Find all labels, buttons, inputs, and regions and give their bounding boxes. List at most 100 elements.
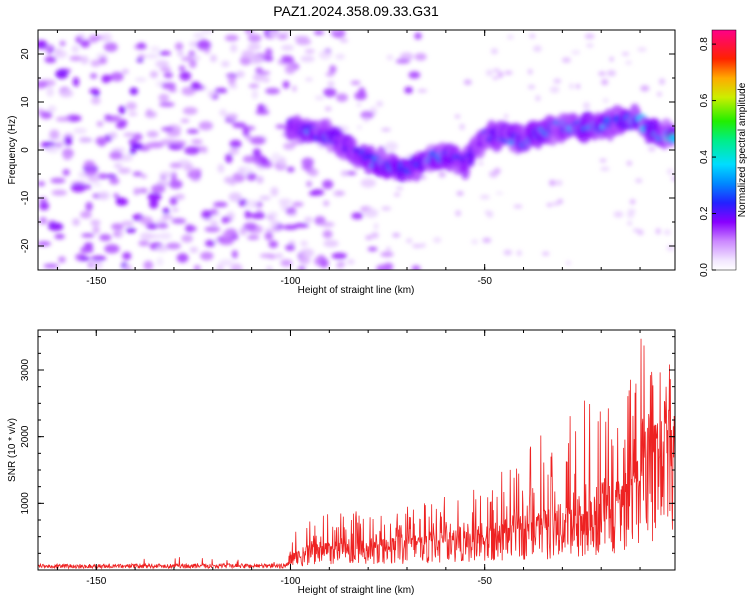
heatmap-cell <box>360 178 377 188</box>
heatmap-cell <box>264 48 273 58</box>
heatmap-cell <box>169 179 183 189</box>
heatmap-cell <box>259 157 270 164</box>
heatmap-cell <box>123 264 133 270</box>
heatmap-cell <box>109 150 123 160</box>
heatmap-cell <box>162 207 170 215</box>
heatmap-cell <box>236 70 245 78</box>
heatmap-cell <box>133 187 140 196</box>
heatmap-cell <box>88 34 99 44</box>
heatmap-cell <box>478 161 484 166</box>
heatmap-cell <box>219 259 234 267</box>
heatmap-cell <box>47 105 57 113</box>
heatmap-cell <box>224 34 239 42</box>
heatmap-cell <box>139 232 154 240</box>
heatmap-cell <box>288 240 296 246</box>
heatmap-cell <box>356 103 361 107</box>
heatmap-cell <box>71 45 80 54</box>
heatmap-cell <box>259 195 271 201</box>
heatmap-cell <box>128 112 138 116</box>
colorbar-gradient <box>711 29 737 271</box>
heatmap-cell <box>271 152 281 163</box>
heatmap-cell <box>171 207 179 212</box>
heatmap-cell <box>146 223 158 230</box>
heatmap-cell <box>159 171 173 178</box>
heatmap-cell <box>242 127 250 137</box>
heatmap-cell <box>232 172 246 183</box>
colorbar-tick-label: 0.0 <box>699 263 710 277</box>
heatmap-cell <box>179 71 192 81</box>
heatmap-cell <box>264 231 273 241</box>
heatmap-cell <box>221 60 230 68</box>
heatmap-cell <box>43 263 59 269</box>
heatmap-cell <box>308 168 319 177</box>
heatmap-cell <box>571 50 581 55</box>
y-tick-label: 3000 <box>20 358 31 381</box>
heatmap-cell <box>132 171 143 177</box>
heatmap-cell <box>223 176 236 184</box>
heatmap-cell <box>157 222 169 229</box>
heatmap-cell <box>237 166 253 176</box>
heatmap-cell <box>176 253 189 263</box>
heatmap-cell <box>229 83 238 89</box>
heatmap-cell <box>621 52 630 56</box>
heatmap-cell <box>239 227 246 235</box>
x-tick-label: -150 <box>86 276 106 287</box>
heatmap-cell <box>158 50 172 56</box>
heatmap-cell <box>533 45 542 52</box>
heatmap-cell <box>229 147 240 155</box>
heatmap-cell <box>308 191 319 196</box>
spectrogram-heatmap <box>38 30 675 270</box>
heatmap-cell <box>169 196 178 206</box>
heatmap-cell <box>84 168 98 177</box>
heatmap-cell <box>190 81 201 90</box>
heatmap-cell <box>671 176 675 181</box>
heatmap-cell <box>635 178 643 183</box>
heatmap-cell <box>245 199 258 209</box>
heatmap-cell <box>384 141 398 151</box>
heatmap-cell <box>161 127 174 132</box>
heatmap-cell <box>166 129 181 138</box>
heatmap-cell <box>70 183 86 193</box>
heatmap-cell <box>138 188 148 194</box>
heatmap-cell <box>229 139 242 149</box>
heatmap-cell <box>337 261 346 266</box>
heatmap-cell <box>204 226 221 233</box>
heatmap-cell <box>492 76 499 80</box>
heatmap-cell <box>150 46 160 53</box>
heatmap-cell <box>314 95 325 101</box>
heatmap-cell <box>138 240 150 247</box>
heatmap-cell <box>319 258 329 269</box>
heatmap-cell <box>186 129 199 134</box>
heatmap-cell <box>569 83 575 90</box>
heatmap-cell <box>583 102 590 110</box>
heatmap-cell <box>438 171 446 178</box>
heatmap-cell <box>284 64 296 75</box>
heatmap-cell <box>64 135 73 146</box>
heatmap-cell <box>381 128 391 132</box>
heatmap-cell <box>553 78 562 84</box>
heatmap-cell <box>255 109 270 115</box>
heatmap-cell <box>173 140 187 146</box>
heatmap-cell <box>193 33 204 38</box>
heatmap-cell <box>93 182 102 188</box>
heatmap-cell <box>268 240 279 249</box>
heatmap-cell <box>381 206 392 211</box>
heatmap-cell <box>96 121 104 127</box>
heatmap-cell <box>146 130 159 138</box>
heatmap-cell <box>542 251 550 256</box>
heatmap-cell <box>151 184 166 194</box>
heatmap-cell <box>134 77 147 82</box>
heatmap-cell <box>282 80 290 89</box>
heatmap-cell <box>292 201 304 207</box>
heatmap-cell <box>278 156 287 167</box>
heatmap-cell <box>184 146 200 155</box>
heatmap-cell <box>482 237 492 243</box>
heatmap-cell <box>306 180 313 188</box>
heatmap-cell <box>251 89 259 100</box>
heatmap-cell <box>485 69 493 77</box>
heatmap-cell <box>113 193 120 198</box>
heatmap-cell <box>503 114 509 119</box>
heatmap-cell <box>137 54 146 59</box>
heatmap-cell <box>213 201 228 208</box>
heatmap-cell <box>286 166 295 173</box>
